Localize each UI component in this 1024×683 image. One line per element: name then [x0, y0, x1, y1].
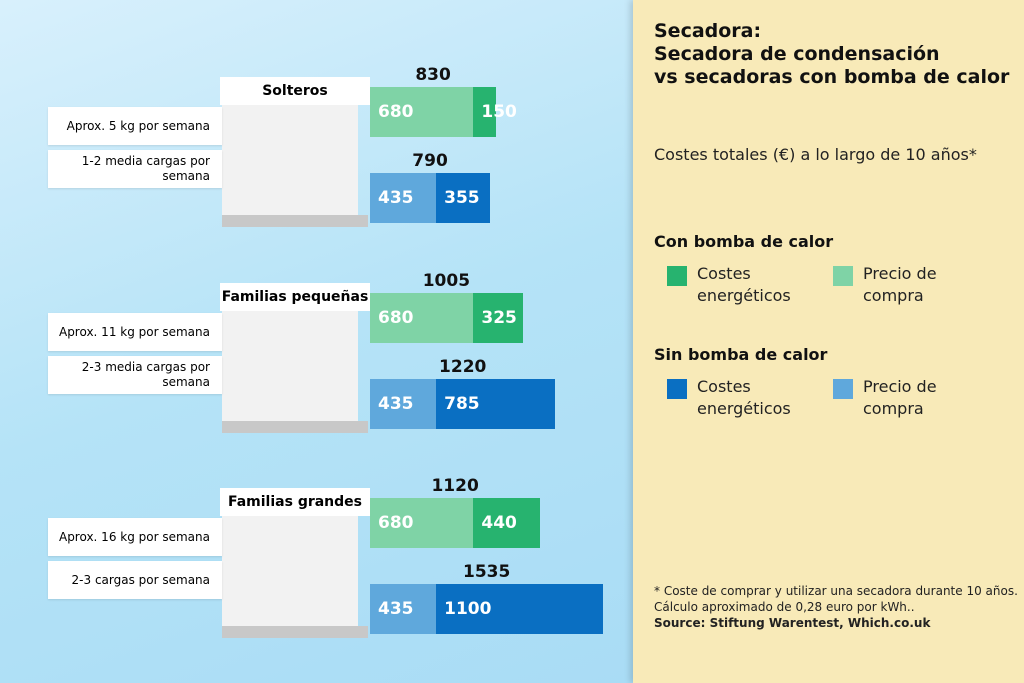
total-label: 830: [415, 65, 451, 85]
bar-segment: 150: [473, 87, 517, 137]
bar-segment: 355: [436, 173, 491, 223]
footnote: Source: Stiftung Warentest, Which.co.uk: [654, 616, 931, 630]
illustration: [222, 105, 358, 215]
legend-swatch: [833, 379, 853, 399]
legend-title: Sin bomba de calor: [654, 345, 828, 364]
legend-swatch: [667, 379, 687, 399]
total-label: 1535: [462, 562, 511, 582]
bar-segment: 680: [370, 498, 474, 548]
info-panel: [633, 0, 1024, 683]
total-label: 1120: [431, 476, 479, 496]
illustration: [222, 516, 358, 626]
illustration-base: [222, 215, 368, 227]
illustration-base: [222, 626, 368, 638]
bar-segment: 680: [370, 87, 474, 137]
bar-segment: 325: [473, 293, 523, 343]
total-label: 1220: [439, 357, 487, 377]
legend-label: Precio de compra: [863, 264, 937, 305]
illustration-base: [222, 421, 368, 433]
footnote: Cálculo aproximado de 0,28 euro por kWh.…: [654, 600, 915, 614]
bar-segment: 435: [370, 173, 437, 223]
bar-segment: 1100: [436, 584, 604, 634]
title: Secadora: Secadora de condensación vs se…: [654, 20, 1010, 88]
group-note: 2-3 cargas por semana: [48, 561, 222, 599]
group-note: Aprox. 5 kg por semana: [48, 107, 222, 145]
legend-label: Precio de compra: [863, 377, 937, 418]
group-label: Familias pequeñas: [220, 283, 370, 311]
group-note: Aprox. 11 kg por semana: [48, 313, 222, 351]
bar-segment: 440: [473, 498, 541, 548]
bar-segment: 435: [370, 584, 437, 634]
legend-swatch: [667, 266, 687, 286]
group-label: Familias grandes: [220, 488, 370, 516]
legend-swatch: [833, 266, 853, 286]
legend-title: Con bomba de calor: [654, 232, 834, 251]
illustration: [222, 311, 358, 421]
subtitle: Costes totales (€) a lo largo de 10 años…: [654, 145, 977, 164]
bar-segment: 680: [370, 293, 474, 343]
bar-segment: 435: [370, 379, 437, 429]
group-note: 2-3 media cargas por semana: [48, 356, 222, 394]
group-label: Solteros: [220, 77, 370, 105]
legend-label: Costes energéticos: [697, 264, 791, 305]
group-note: Aprox. 16 kg por semana: [48, 518, 222, 556]
group-note: 1-2 media cargas por semana: [48, 150, 222, 188]
bar-segment: 785: [436, 379, 556, 429]
total-label: 790: [412, 151, 448, 171]
total-label: 1005: [422, 271, 471, 291]
legend-label: Costes energéticos: [697, 377, 791, 418]
footnote: * Coste de comprar y utilizar una secado…: [654, 584, 1018, 598]
